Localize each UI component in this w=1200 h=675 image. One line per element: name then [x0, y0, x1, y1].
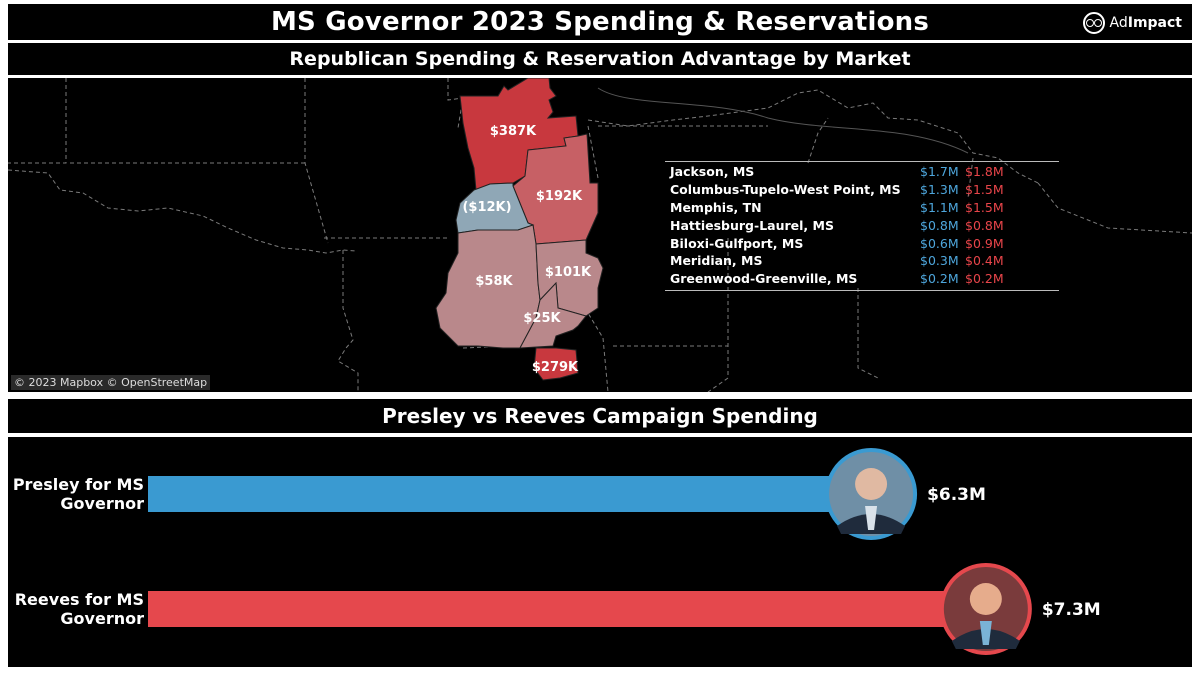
- legend-row: Jackson, MS $1.7M $1.8M: [665, 163, 1059, 181]
- map-svg: $387K $192K ($12K) $58K $101K $25K $279K: [8, 78, 1192, 392]
- legend-rep-value: $0.2M: [965, 271, 1004, 287]
- river: [597, 87, 969, 154]
- region-labels: $387K $192K ($12K) $58K $101K $25K $279K: [462, 124, 592, 375]
- bar-reeves: [148, 591, 986, 627]
- legend-market: Memphis, TN: [670, 199, 762, 215]
- region-biloxi[interactable]: [533, 347, 579, 381]
- map-credit[interactable]: © 2023 Mapbox © OpenStreetMap: [11, 375, 211, 390]
- adimpact-logo: AdImpact: [1082, 12, 1182, 34]
- region-label-jackson: $58K: [475, 274, 513, 289]
- region-label-biloxi: $279K: [532, 360, 579, 375]
- legend-market: Biloxi-Gulfport, MS: [670, 235, 804, 251]
- legend-market: Columbus-Tupelo-West Point, MS: [670, 182, 901, 198]
- adimpact-logo-text: AdImpact: [1109, 15, 1182, 31]
- category-label: Reeves for MS: [15, 590, 144, 609]
- region-memphis[interactable]: [459, 78, 579, 191]
- legend-rep-value: $0.8M: [965, 217, 1004, 233]
- legend-row: Memphis, TN $1.1M $1.5M: [665, 199, 1059, 217]
- chart-title: Presley vs Reeves Campaign Spending: [382, 404, 818, 428]
- region-label-columbus: $192K: [536, 189, 583, 204]
- page-title: MS Governor 2023 Spending & Reservations: [270, 7, 930, 37]
- legend-row: Biloxi-Gulfport, MS $0.6M $0.9M: [665, 234, 1059, 252]
- legend-row: Hattiesburg-Laurel, MS $0.8M $0.8M: [665, 216, 1059, 234]
- region-label-memphis: $387K: [490, 124, 537, 139]
- map-title: Republican Spending & Reservation Advant…: [289, 48, 911, 70]
- legend-dem-value: $0.8M: [920, 217, 959, 233]
- category-label: Presley for MS: [13, 475, 144, 494]
- legend-market: Greenwood-Greenville, MS: [670, 271, 858, 287]
- value-label: $6.3M: [927, 485, 986, 505]
- state-borders: [8, 78, 1192, 392]
- chart-title-bar: Presley vs Reeves Campaign Spending: [8, 399, 1192, 433]
- legend-row: Columbus-Tupelo-West Point, MS $1.3M $1.5M: [665, 181, 1059, 199]
- category-label: Governor: [60, 609, 144, 628]
- legend-row: Meridian, MS $0.3M $0.4M: [665, 252, 1059, 270]
- title-bar: MS Governor 2023 Spending & Reservations…: [8, 4, 1192, 40]
- legend-dem-value: $1.7M: [920, 164, 959, 180]
- region-label-meridian: $101K: [545, 265, 592, 280]
- legend-dem-value: $0.6M: [920, 235, 959, 251]
- market-map[interactable]: $387K $192K ($12K) $58K $101K $25K $279K…: [8, 78, 1192, 392]
- legend-rep-value: $1.5M: [965, 182, 1004, 198]
- legend-market: Jackson, MS: [670, 164, 755, 180]
- market-legend: Jackson, MS $1.7M $1.8M Columbus-Tupelo-We…: [665, 161, 1059, 291]
- legend-rep-value: $1.5M: [965, 199, 1004, 215]
- legend-market: Hattiesburg-Laurel, MS: [670, 217, 834, 233]
- legend-rep-value: $0.9M: [965, 235, 1004, 251]
- adimpact-logo-icon: [1082, 12, 1105, 34]
- legend-market: Meridian, MS: [670, 253, 763, 269]
- candidate-avatar: [825, 448, 918, 540]
- region-label-greenwood: ($12K): [462, 200, 511, 215]
- candidate-avatar: [939, 563, 1032, 655]
- bar-presley: [148, 476, 872, 512]
- map-title-bar: Republican Spending & Reservation Advant…: [8, 43, 1192, 75]
- legend-dem-value: $1.1M: [920, 199, 959, 215]
- legend-rep-value: $1.8M: [965, 164, 1004, 180]
- legend-row: Greenwood-Greenville, MS $0.2M $0.2M: [665, 270, 1059, 288]
- spending-chart: Presley for MS Governor $6.3M Reeves for MS…: [8, 437, 1192, 667]
- legend-dem-value: $0.3M: [920, 253, 959, 269]
- legend-dem-value: $0.2M: [920, 271, 959, 287]
- region-hattiesburg[interactable]: [519, 281, 587, 349]
- value-label: $7.3M: [1042, 600, 1101, 620]
- legend-dem-value: $1.3M: [920, 182, 959, 198]
- category-label: Governor: [60, 494, 144, 513]
- legend-rep-value: $0.4M: [965, 253, 1004, 269]
- region-label-hattiesburg: $25K: [523, 311, 561, 326]
